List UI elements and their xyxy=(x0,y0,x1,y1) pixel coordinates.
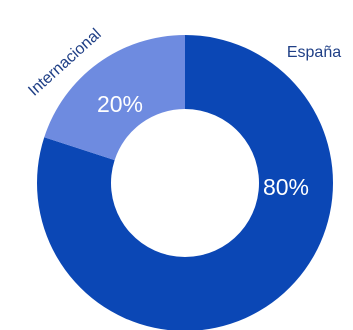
category-label-espana: España xyxy=(287,44,341,61)
donut-slice-espana xyxy=(37,35,333,330)
donut-slices xyxy=(37,35,333,330)
slice-value-label-internacional: 20% xyxy=(97,91,143,117)
donut-slice-internacional xyxy=(44,35,185,161)
slice-value-label-espana: 80% xyxy=(263,174,309,200)
